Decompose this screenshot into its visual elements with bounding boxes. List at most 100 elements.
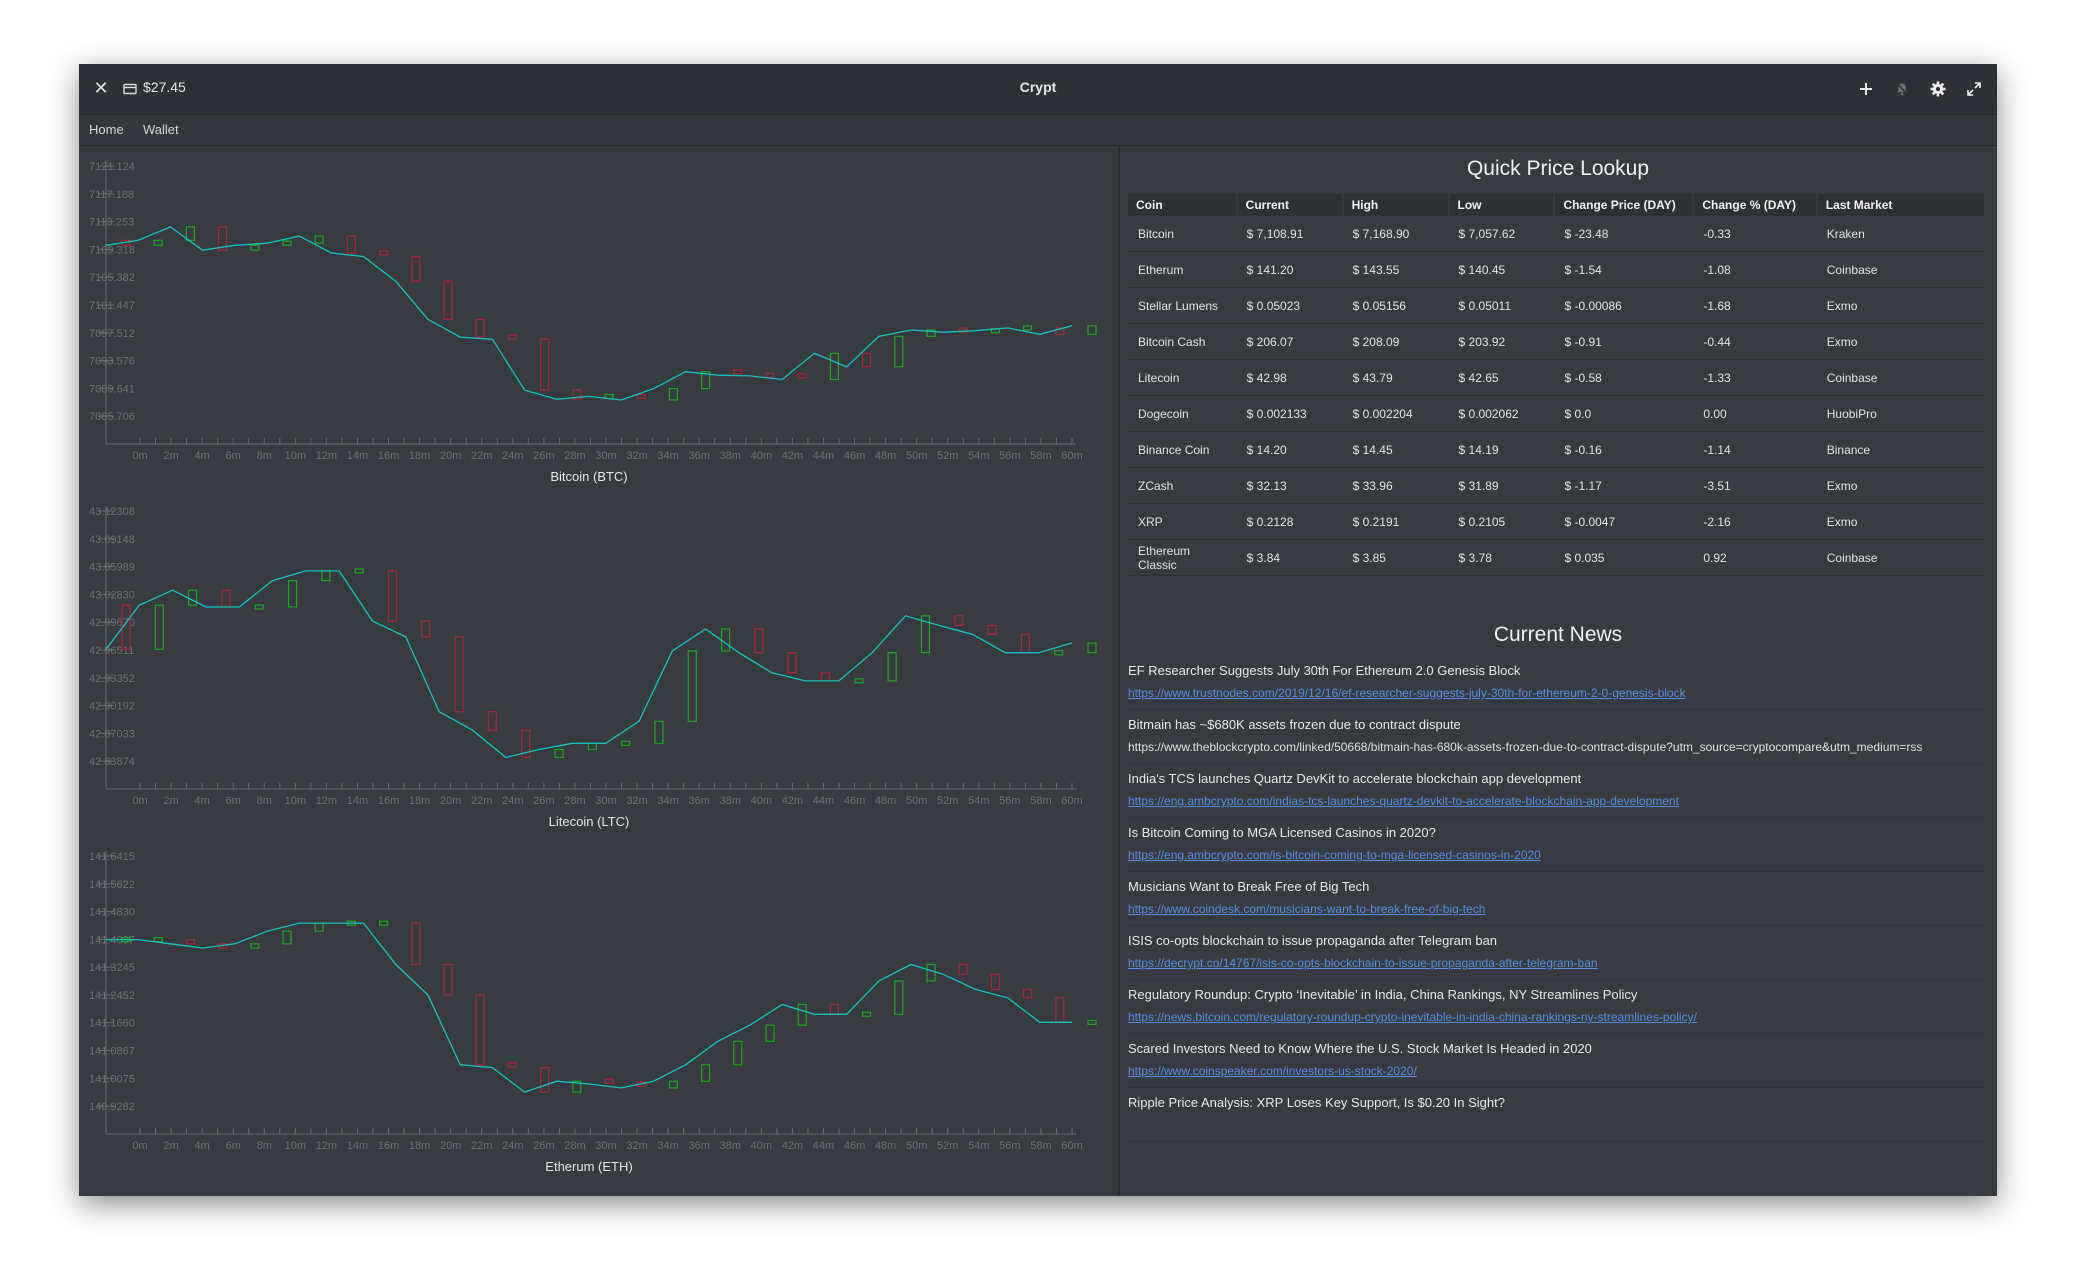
candle — [1054, 650, 1064, 656]
table-cell: -1.68 — [1693, 287, 1817, 324]
news-link[interactable]: https://decrypt.co/14767/isis-co-opts-bl… — [1128, 956, 1598, 970]
x-tick-label: 42m — [782, 795, 803, 807]
table-cell: Bitcoin Cash — [1128, 323, 1237, 360]
table-cell: $ -0.91 — [1554, 323, 1694, 360]
news-item: Regulatory Roundup: Crypto ‘Inevitable’ … — [1128, 980, 1986, 1034]
close-icon[interactable]: ✕ — [93, 78, 109, 98]
x-tick-label: 34m — [657, 450, 678, 462]
x-tick-label: 2m — [163, 450, 178, 462]
table-cell: $ -1.17 — [1554, 467, 1694, 504]
tab-wallet[interactable]: Wallet — [143, 122, 179, 137]
x-tick-label: 14m — [347, 795, 368, 807]
candle — [411, 255, 421, 282]
news-link[interactable]: https://eng.ambcrypto.com/indias-tcs-lau… — [1128, 794, 1679, 808]
notifications-off-icon[interactable] — [1891, 78, 1913, 100]
column-header: Change Price (DAY) — [1554, 194, 1695, 216]
y-tick-label: 42.90192 — [89, 701, 135, 713]
table-cell: $ 140.45 — [1448, 251, 1555, 288]
candle — [621, 740, 631, 746]
x-tick-label: 6m — [226, 450, 241, 462]
x-tick-label: 32m — [626, 450, 647, 462]
x-tick-label: 26m — [533, 1140, 554, 1152]
table-cell: $ 0.05011 — [1448, 287, 1555, 324]
candle — [1055, 327, 1065, 335]
x-tick-label: 4m — [194, 1140, 209, 1152]
news-item: EF Researcher Suggests July 30th For Eth… — [1128, 656, 1986, 710]
y-tick-label: 43.12308 — [89, 506, 135, 518]
y-tick-label: 141.0867 — [89, 1045, 135, 1057]
candle — [154, 604, 164, 650]
news-link[interactable]: https://www.coinspeaker.com/investors-us… — [1128, 1064, 1417, 1078]
candle — [754, 628, 764, 654]
candle — [887, 652, 897, 682]
table-cell: $ 7,057.62 — [1448, 216, 1555, 252]
y-tick-label: 141.0075 — [89, 1073, 135, 1085]
table-cell: 0.92 — [1693, 539, 1817, 576]
news-headline: Is Bitcoin Coming to MGA Licensed Casino… — [1128, 825, 1436, 840]
x-tick-label: 50m — [906, 1140, 927, 1152]
x-tick-label: 28m — [564, 1140, 585, 1152]
table-cell: $ -0.00086 — [1554, 287, 1694, 324]
table-row: Dogecoin $ 0.002133 $ 0.002204 $ 0.002062 $ … — [1128, 395, 1985, 432]
news-headline: EF Researcher Suggests July 30th For Eth… — [1128, 663, 1521, 678]
add-icon[interactable] — [1855, 78, 1877, 100]
candle — [487, 711, 498, 731]
table-cell: $ 7,108.91 — [1236, 216, 1343, 252]
table-cell: $ -23.48 — [1554, 216, 1694, 252]
x-tick-label: 52m — [937, 1140, 958, 1152]
x-tick-label: 48m — [875, 1140, 896, 1152]
x-tick-label: 32m — [626, 1140, 647, 1152]
news-link[interactable]: https://eng.ambcrypto.com/is-bitcoin-com… — [1128, 848, 1541, 862]
window-title: Crypt — [1019, 79, 1057, 95]
table-cell: $ 7,168.90 — [1342, 216, 1449, 252]
candle — [282, 930, 292, 945]
x-tick-label: 22m — [471, 795, 492, 807]
table-row: Bitcoin $ 7,108.91 $ 7,168.90 $ 7,057.62 $ -… — [1128, 216, 1985, 252]
table-cell: $ -0.58 — [1554, 359, 1694, 396]
table-cell: Exmo — [1816, 323, 1985, 360]
table-row: Bitcoin Cash $ 206.07 $ 208.09 $ 203.92 $ -0… — [1128, 323, 1985, 360]
candle — [188, 589, 198, 606]
x-tick-label: 10m — [285, 795, 306, 807]
table-row: XRP $ 0.2128 $ 0.2191 $ 0.2105 $ -0.0047 -2.1… — [1128, 503, 1985, 540]
table-cell: $ 3.84 — [1236, 539, 1343, 576]
candle — [861, 1011, 872, 1017]
x-tick-label: 48m — [875, 795, 896, 807]
x-tick-label: 52m — [937, 795, 958, 807]
news-link[interactable]: https://www.coindesk.com/musicians-want-… — [1128, 902, 1486, 916]
x-tick-label: 60m — [1061, 795, 1082, 807]
news-link[interactable]: https://news.bitcoin.com/regulatory-roun… — [1128, 1010, 1697, 1024]
table-cell: $ 0.2105 — [1448, 503, 1555, 540]
candle — [475, 994, 485, 1066]
candle — [521, 729, 531, 758]
candle — [443, 963, 453, 996]
news-link[interactable]: https://www.theblockcrypto.com/linked/50… — [1128, 740, 1923, 754]
news-headline: India's TCS launches Quartz DevKit to ac… — [1128, 771, 1582, 786]
x-tick-label: 20m — [440, 1140, 461, 1152]
table-cell: -0.44 — [1693, 323, 1817, 360]
price-table: Coin Current High Low Change Price (DAY) Chan… — [1128, 194, 1987, 576]
fullscreen-icon[interactable] — [1963, 78, 1985, 100]
candle — [572, 1080, 582, 1093]
candle — [720, 628, 731, 652]
candle — [854, 678, 864, 684]
table-cell: $ 208.09 — [1342, 323, 1449, 360]
table-cell: $ 141.20 — [1236, 251, 1343, 288]
x-tick-label: 34m — [657, 1140, 678, 1152]
candle — [454, 636, 464, 713]
candle — [668, 388, 679, 401]
x-tick-label: 44m — [813, 795, 834, 807]
table-cell: $ 42.98 — [1236, 359, 1343, 396]
x-tick-label: 10m — [285, 450, 306, 462]
table-cell: $ 0.2128 — [1236, 503, 1343, 540]
tab-home[interactable]: Home — [89, 122, 124, 137]
candle — [1087, 642, 1097, 654]
x-tick-label: 42m — [782, 1140, 803, 1152]
candle — [829, 1003, 840, 1015]
table-cell: XRP — [1128, 503, 1237, 540]
gear-icon[interactable] — [1927, 78, 1949, 100]
x-tick-label: 0m — [132, 1140, 147, 1152]
x-tick-label: 28m — [564, 795, 585, 807]
news-link[interactable]: https://www.trustnodes.com/2019/12/16/ef… — [1128, 686, 1686, 700]
x-tick-label: 46m — [844, 450, 865, 462]
